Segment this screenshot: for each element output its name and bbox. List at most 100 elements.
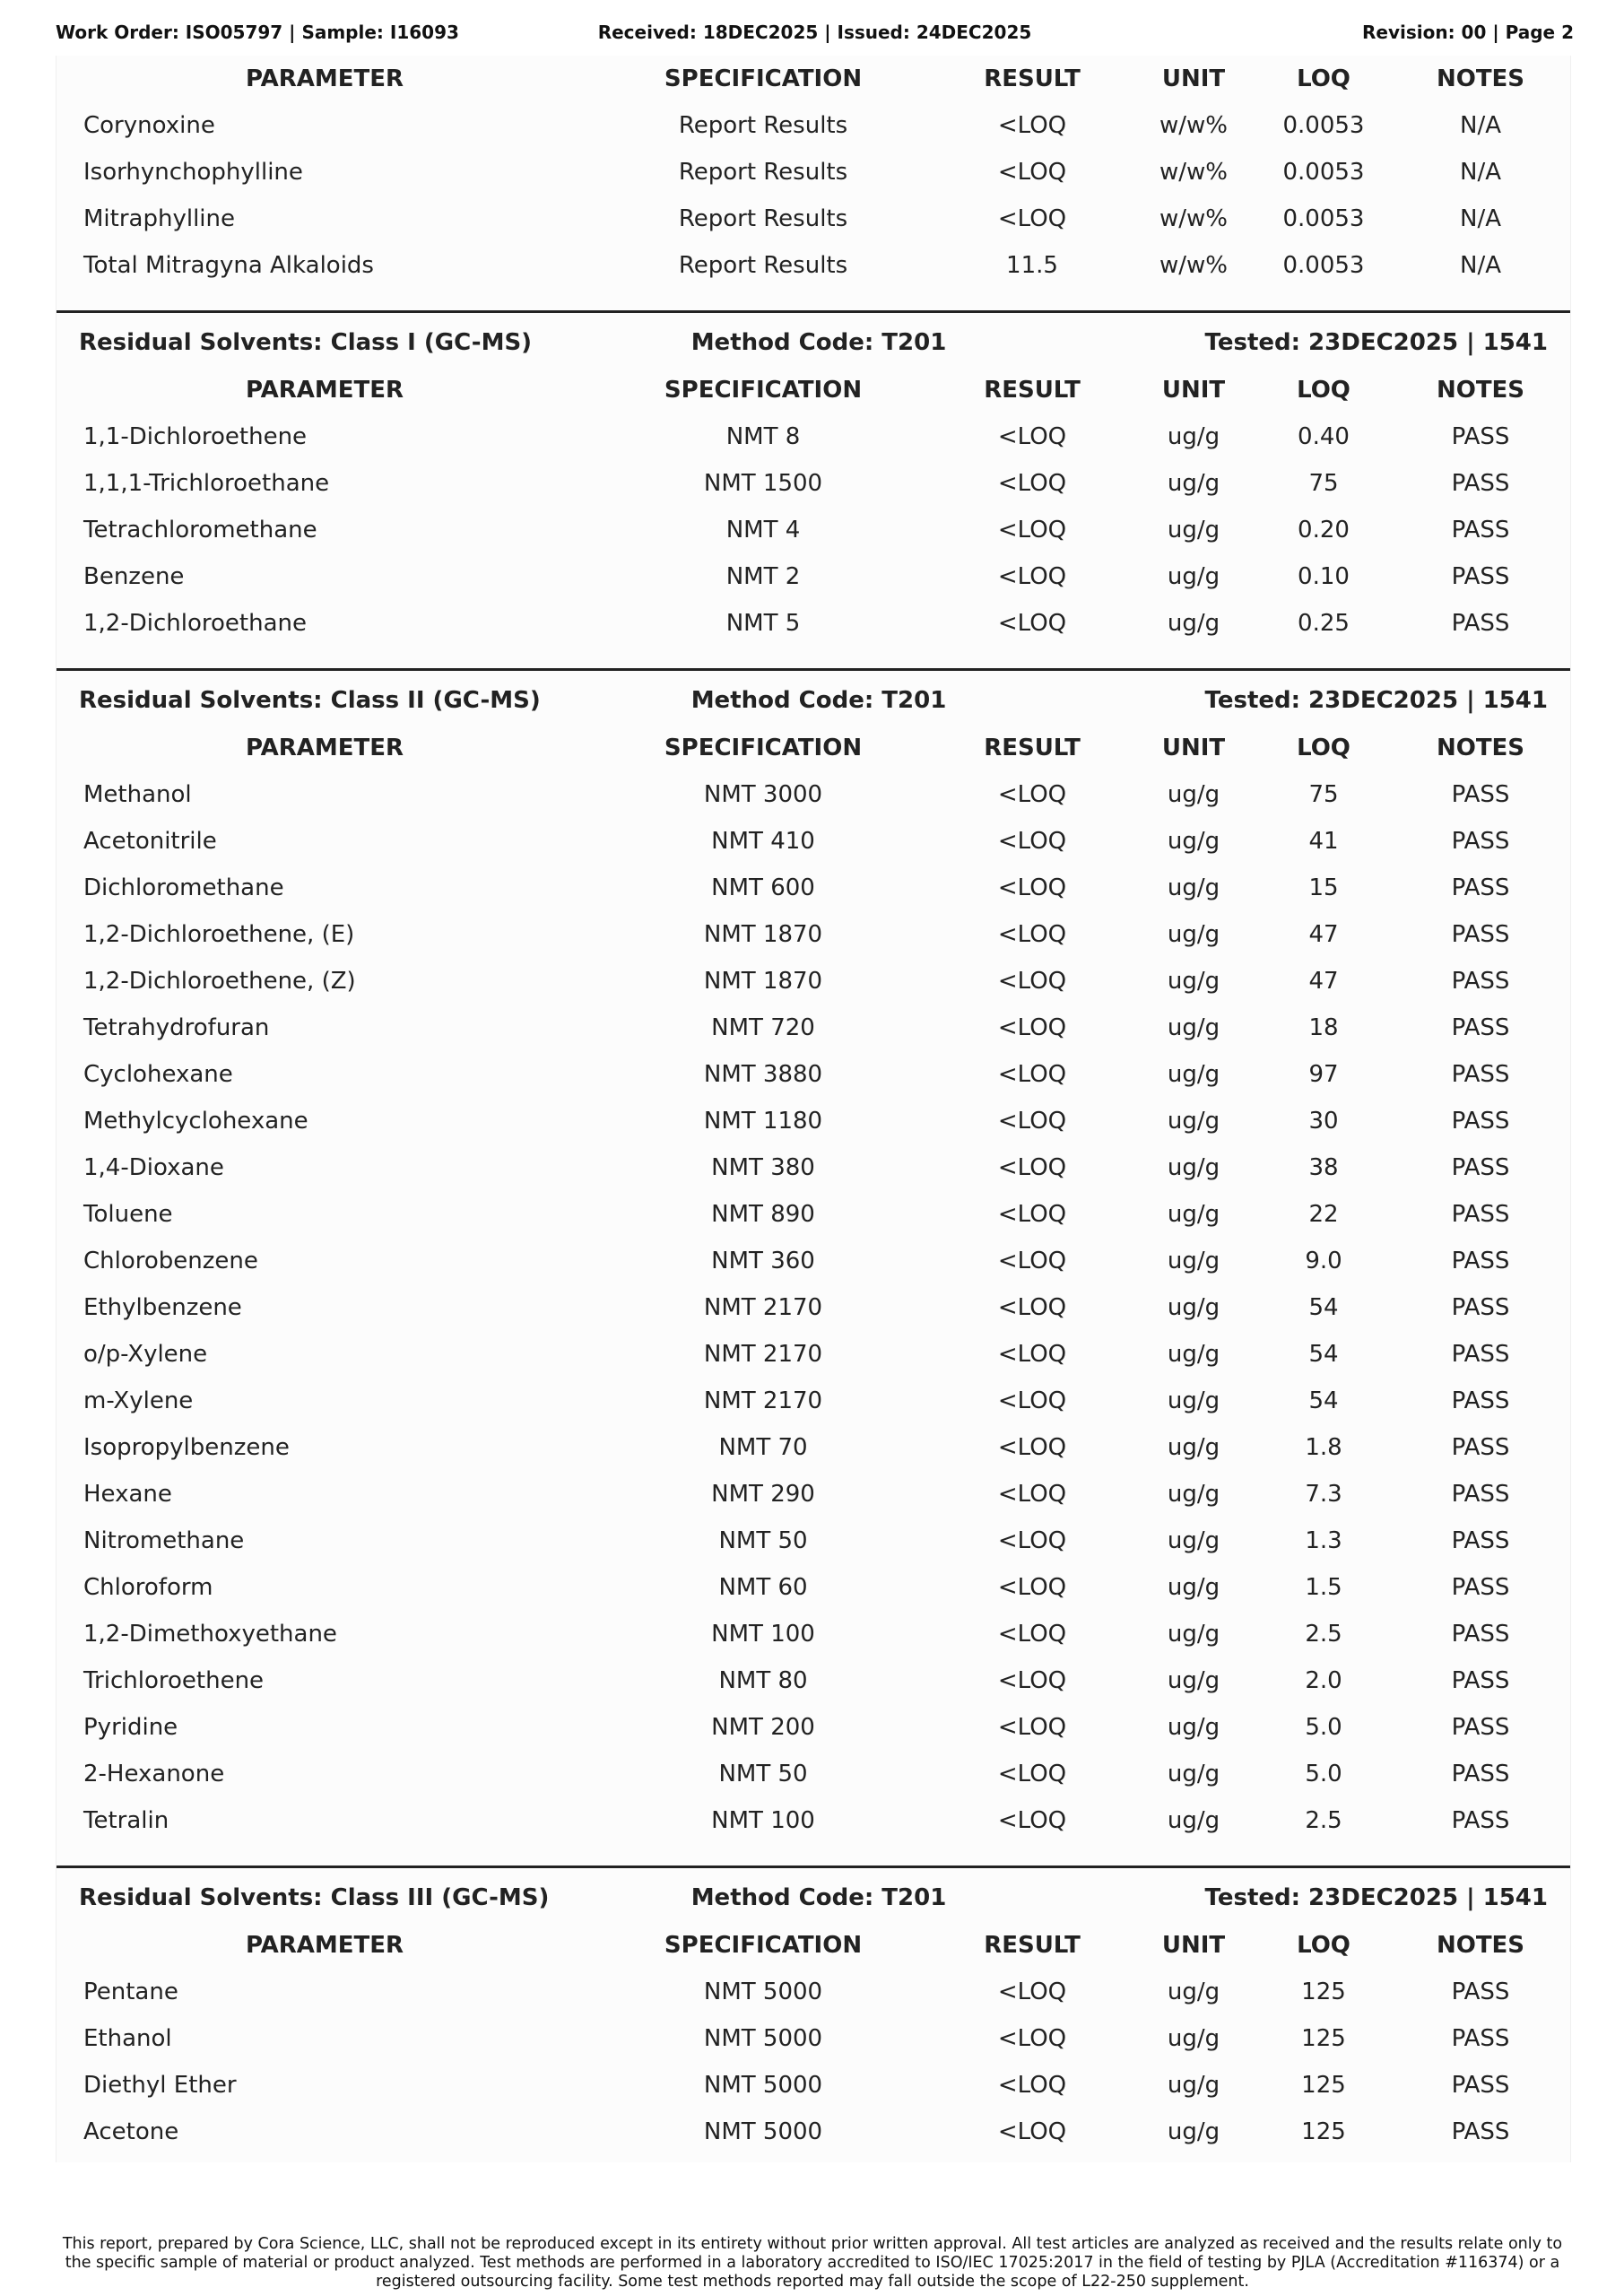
notes-cell: PASS xyxy=(1451,1714,1510,1741)
notes-cell: PASS xyxy=(1451,1294,1510,1321)
loq-cell: 47 xyxy=(1308,921,1339,948)
parameter-cell: Tetrahydrofuran xyxy=(83,1014,270,1041)
table-row: 1,2-Dichloroethane NMT 5 <LOQ ug/g 0.25 PASS xyxy=(56,600,1570,647)
section-name: Residual Solvents: Class II (GC-MS) xyxy=(79,687,541,714)
loq-cell: 125 xyxy=(1301,2072,1346,2099)
unit-cell: w/w% xyxy=(1159,252,1228,279)
specification-cell: NMT 890 xyxy=(711,1201,815,1228)
report-disclaimer: This report, prepared by Cora Science, L… xyxy=(62,2235,1563,2291)
parameter-cell: Hexane xyxy=(83,1481,172,1508)
parameter-cell: Tetralin xyxy=(83,1807,169,1834)
parameter-cell: Total Mitragyna Alkaloids xyxy=(83,252,374,279)
column-header: SPECIFICATION xyxy=(664,65,863,92)
column-header: LOQ xyxy=(1297,735,1350,761)
unit-cell: ug/g xyxy=(1167,1108,1220,1135)
parameter-cell: Acetonitrile xyxy=(83,828,217,855)
unit-cell: ug/g xyxy=(1167,2118,1220,2145)
specification-cell: NMT 70 xyxy=(718,1434,808,1461)
result-cell: <LOQ xyxy=(997,921,1067,948)
unit-cell: ug/g xyxy=(1167,563,1220,590)
loq-cell: 0.0053 xyxy=(1282,159,1365,186)
result-cell: <LOQ xyxy=(997,1761,1067,1787)
unit-cell: ug/g xyxy=(1167,1387,1220,1414)
result-cell: <LOQ xyxy=(997,1621,1067,1648)
unit-cell: ug/g xyxy=(1167,1434,1220,1461)
parameter-cell: Chloroform xyxy=(83,1574,213,1601)
results-table: PARAMETER SPECIFICATION RESULT UNIT LOQ NOTES… xyxy=(56,56,1570,289)
work-order-sample: Work Order: ISO05797 | Sample: I16093 xyxy=(56,22,459,43)
specification-cell: NMT 2170 xyxy=(703,1294,823,1321)
result-cell: <LOQ xyxy=(997,781,1067,808)
table-header-row: PARAMETER SPECIFICATION RESULT UNIT LOQ NOTES xyxy=(56,367,1570,413)
result-cell: <LOQ xyxy=(997,610,1067,637)
parameter-cell: o/p-Xylene xyxy=(83,1341,208,1368)
result-cell: <LOQ xyxy=(997,470,1067,497)
unit-cell: ug/g xyxy=(1167,1341,1220,1368)
specification-cell: NMT 360 xyxy=(711,1248,815,1274)
unit-cell: w/w% xyxy=(1159,159,1228,186)
specification-cell: NMT 80 xyxy=(718,1667,808,1694)
unit-cell: ug/g xyxy=(1167,1979,1220,2005)
parameter-cell: Diethyl Ether xyxy=(83,2072,237,2099)
loq-cell: 0.0053 xyxy=(1282,205,1365,232)
table-row: Cyclohexane NMT 3880 <LOQ ug/g 97 PASS xyxy=(56,1051,1570,1098)
result-cell: <LOQ xyxy=(997,1667,1067,1694)
table-row: Corynoxine Report Results <LOQ w/w% 0.0053 N/… xyxy=(56,102,1570,149)
loq-cell: 2.5 xyxy=(1305,1807,1342,1834)
notes-cell: PASS xyxy=(1451,1154,1510,1181)
loq-cell: 9.0 xyxy=(1305,1248,1342,1274)
table-row: m-Xylene NMT 2170 <LOQ ug/g 54 PASS xyxy=(56,1378,1570,1424)
loq-cell: 7.3 xyxy=(1305,1481,1342,1508)
notes-cell: PASS xyxy=(1451,1434,1510,1461)
table-row: 1,2-Dichloroethene, (Z) NMT 1870 <LOQ ug/g 4… xyxy=(56,958,1570,1004)
column-header: SPECIFICATION xyxy=(664,735,863,761)
unit-cell: ug/g xyxy=(1167,517,1220,544)
notes-cell: N/A xyxy=(1460,112,1501,139)
result-cell: <LOQ xyxy=(997,1248,1067,1274)
notes-cell: N/A xyxy=(1460,159,1501,186)
column-header: NOTES xyxy=(1436,1932,1525,1959)
parameter-cell: Pentane xyxy=(83,1979,178,2005)
column-header: UNIT xyxy=(1161,735,1226,761)
specification-cell: NMT 290 xyxy=(711,1481,815,1508)
result-cell: <LOQ xyxy=(997,2118,1067,2145)
parameter-cell: 1,2-Dichloroethene, (Z) xyxy=(83,968,356,995)
parameter-cell: Pyridine xyxy=(83,1714,178,1741)
results-section: Residual Solvents: Class III (GC-MS) Meth… xyxy=(56,1866,1570,2162)
loq-cell: 125 xyxy=(1301,1979,1346,2005)
column-header: SPECIFICATION xyxy=(664,1932,863,1959)
specification-cell: NMT 5000 xyxy=(703,1979,823,2005)
parameter-cell: Chlorobenzene xyxy=(83,1248,258,1274)
column-header: UNIT xyxy=(1161,377,1226,404)
table-row: Acetonitrile NMT 410 <LOQ ug/g 41 PASS xyxy=(56,818,1570,865)
parameter-cell: Trichloroethene xyxy=(83,1667,265,1694)
result-cell: <LOQ xyxy=(997,1434,1067,1461)
loq-cell: 54 xyxy=(1308,1294,1339,1321)
unit-cell: ug/g xyxy=(1167,1807,1220,1834)
result-cell: <LOQ xyxy=(997,2072,1067,2099)
table-row: Pyridine NMT 200 <LOQ ug/g 5.0 PASS xyxy=(56,1704,1570,1751)
notes-cell: PASS xyxy=(1451,1108,1510,1135)
parameter-cell: m-Xylene xyxy=(83,1387,194,1414)
notes-cell: PASS xyxy=(1451,968,1510,995)
notes-cell: PASS xyxy=(1451,1527,1510,1554)
result-cell: <LOQ xyxy=(997,874,1067,901)
notes-cell: PASS xyxy=(1451,470,1510,497)
results-section: Residual Solvents: Class I (GC-MS) Method… xyxy=(56,310,1570,668)
notes-cell: PASS xyxy=(1451,1061,1510,1088)
unit-cell: ug/g xyxy=(1167,1061,1220,1088)
specification-cell: NMT 60 xyxy=(718,1574,808,1601)
specification-cell: Report Results xyxy=(678,252,848,279)
results-table: PARAMETER SPECIFICATION RESULT UNIT LOQ NOTES… xyxy=(56,1922,1570,2155)
parameter-cell: Toluene xyxy=(83,1201,173,1228)
specification-cell: NMT 1870 xyxy=(703,921,823,948)
received-issued-dates: Received: 18DEC2025 | Issued: 24DEC2025 xyxy=(597,22,1032,43)
unit-cell: ug/g xyxy=(1167,968,1220,995)
unit-cell: ug/g xyxy=(1167,1574,1220,1601)
unit-cell: ug/g xyxy=(1167,470,1220,497)
parameter-cell: 1,2-Dichloroethane xyxy=(83,610,307,637)
parameter-cell: Methanol xyxy=(83,781,192,808)
parameter-cell: Benzene xyxy=(83,563,185,590)
result-cell: <LOQ xyxy=(997,1154,1067,1181)
column-header: RESULT xyxy=(984,65,1081,92)
